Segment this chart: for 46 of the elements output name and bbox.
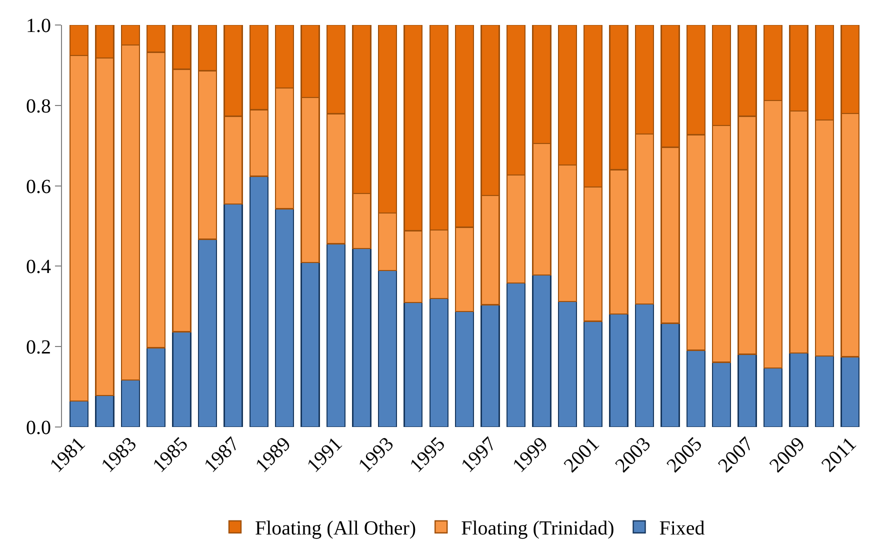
bar [686, 350, 706, 427]
bar [840, 356, 860, 427]
bar [69, 400, 89, 427]
bar [480, 304, 500, 427]
x-tick-label: 1983 [97, 433, 141, 477]
bar [558, 300, 577, 427]
x-tick-label: 1991 [302, 433, 347, 477]
bar [224, 203, 243, 427]
bar [429, 298, 448, 427]
bar [454, 311, 474, 427]
legend-label: Floating (Trinidad) [461, 518, 614, 540]
bar [326, 243, 346, 427]
bar [120, 379, 140, 427]
bar [352, 248, 372, 427]
bar [712, 362, 732, 427]
x-tick-label: 1999 [508, 433, 552, 477]
bar [634, 303, 654, 427]
bar [609, 313, 628, 427]
bar [300, 262, 320, 427]
bar [95, 395, 114, 427]
y-tick-label: 0.4 [26, 256, 51, 278]
bar [660, 322, 680, 427]
bar [378, 270, 398, 427]
bar [738, 354, 757, 427]
y-tick-label: 0.8 [26, 95, 51, 118]
y-tick-label: 0.6 [26, 176, 51, 198]
bar [404, 302, 423, 427]
legend-label: Fixed [659, 518, 705, 540]
x-tick-label: 1989 [251, 433, 296, 477]
bar [583, 320, 603, 427]
y-tick-label: 0.2 [26, 336, 51, 359]
bar [789, 352, 808, 427]
y-tick-label: 1.0 [26, 15, 51, 37]
legend-label: Floating (All Other) [255, 518, 416, 540]
x-tick-label: 1993 [354, 433, 398, 477]
bar [814, 355, 834, 427]
x-tick-label: 2001 [560, 433, 604, 477]
bar [198, 238, 218, 427]
bar [532, 274, 552, 427]
x-tick-label: 2011 [817, 433, 861, 476]
bar [275, 208, 294, 427]
bar [763, 367, 783, 427]
bar [146, 347, 166, 427]
bar [172, 331, 192, 427]
bar [249, 176, 269, 427]
bar [506, 282, 526, 427]
